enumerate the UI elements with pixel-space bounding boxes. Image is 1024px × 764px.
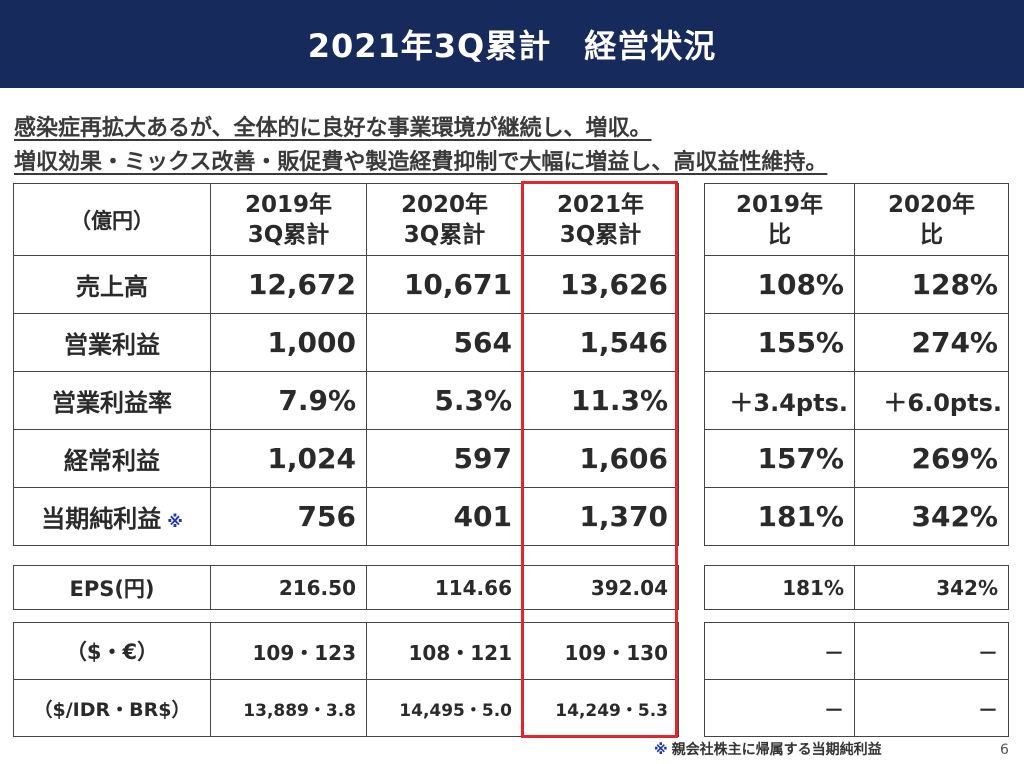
- row-label: 営業利益率: [13, 371, 211, 430]
- comparison-table: 2019年比 2020年比 108% 128% 155% 274% ＋3.4pt…: [704, 183, 1009, 546]
- value-2021: 109・130: [522, 622, 679, 680]
- ratio-vs-2020: 128%: [854, 255, 1009, 314]
- table-row: 営業利益率 7.9% 5.3% 11.3%: [13, 371, 679, 430]
- ratio-vs-2020: 269%: [854, 429, 1009, 488]
- table-row: （$/IDR・BR$） 13,889・3.8 14,495・5.0 14,249…: [13, 679, 679, 737]
- row-label: 当期純利益 ※: [13, 487, 211, 546]
- slide-title: 2021年3Q累計 経営状況: [0, 0, 1024, 88]
- value-2020: 10,671: [366, 255, 523, 314]
- ratio-vs-2020: －: [854, 622, 1009, 680]
- table-row: － －: [704, 622, 1009, 680]
- unit-label: （億円）: [13, 183, 211, 256]
- results-table: （億円） 2019年 3Q累計 2020年 3Q累計 2021年 3Q累計 売上高 1…: [13, 183, 679, 546]
- row-label: 売上高: [13, 255, 211, 314]
- row-label: 営業利益: [13, 313, 211, 372]
- table-row: ＋3.4pts. ＋6.0pts.: [704, 371, 1009, 430]
- value-2020: 564: [366, 313, 523, 372]
- value-2020: 597: [366, 429, 523, 488]
- value-2020: 14,495・5.0: [366, 679, 523, 737]
- note-mark: ※: [167, 512, 183, 531]
- table-row: 経常利益 1,024 597 1,606: [13, 429, 679, 488]
- header-2019: 2019年 3Q累計: [210, 183, 367, 256]
- table-row: 当期純利益 ※ 756 401 1,370: [13, 487, 679, 546]
- header-vs-2020: 2020年比: [854, 183, 1009, 256]
- row-label: （$/IDR・BR$）: [13, 679, 211, 737]
- ratio-vs-2019: －: [704, 622, 855, 680]
- value-2021: 13,626: [522, 255, 679, 314]
- ratio-vs-2020: 342%: [854, 565, 1009, 610]
- value-2020: 401: [366, 487, 523, 546]
- headline-2: 増収効果・ミックス改善・販促費や製造経費抑制で大幅に増益し、高収益性維持。: [14, 150, 828, 175]
- table-row: － －: [704, 679, 1009, 737]
- ratio-vs-2019: 155%: [704, 313, 855, 372]
- value-2021: 1,606: [522, 429, 679, 488]
- value-2019: 12,672: [210, 255, 367, 314]
- value-2021: 392.04: [522, 565, 679, 610]
- value-2019: 109・123: [210, 622, 367, 680]
- table-row: 営業利益 1,000 564 1,546: [13, 313, 679, 372]
- value-2019: 216.50: [210, 565, 367, 610]
- eps-comparison-table: 181% 342%: [704, 565, 1009, 610]
- value-2019: 13,889・3.8: [210, 679, 367, 737]
- table-row: （$・€） 109・123 108・121 109・130: [13, 622, 679, 680]
- header-2021: 2021年 3Q累計: [522, 183, 679, 256]
- value-2021: 11.3%: [522, 371, 679, 430]
- ratio-vs-2020: 342%: [854, 487, 1009, 546]
- value-2020: 114.66: [366, 565, 523, 610]
- footnote-text: 親会社株主に帰属する当期純利益: [671, 742, 882, 758]
- ratio-vs-2019: 157%: [704, 429, 855, 488]
- table-row: 売上高 12,672 10,671 13,626: [13, 255, 679, 314]
- value-2019: 1,000: [210, 313, 367, 372]
- value-2021: 14,249・5.3: [522, 679, 679, 737]
- table-row: 155% 274%: [704, 313, 1009, 372]
- ratio-vs-2019: 181%: [704, 487, 855, 546]
- row-label: （$・€）: [13, 622, 211, 680]
- header-vs-2019: 2019年比: [704, 183, 855, 256]
- row-label: EPS(円): [13, 565, 211, 610]
- fx-comparison-table: － － － －: [704, 622, 1009, 737]
- page-number: 6: [1000, 742, 1009, 758]
- table-row: 157% 269%: [704, 429, 1009, 488]
- value-2021: 1,370: [522, 487, 679, 546]
- ratio-vs-2020: －: [854, 679, 1009, 737]
- eps-table: EPS(円) 216.50 114.66 392.04: [13, 565, 679, 610]
- footnote-mark: ※: [654, 742, 668, 758]
- footnote: ※ 親会社株主に帰属する当期純利益: [654, 739, 882, 759]
- header-row: 2019年比 2020年比: [704, 183, 1009, 256]
- fx-table: （$・€） 109・123 108・121 109・130 （$/IDR・BR$…: [13, 622, 679, 737]
- value-2020: 108・121: [366, 622, 523, 680]
- ratio-vs-2019: 108%: [704, 255, 855, 314]
- table-row: 181% 342%: [704, 565, 1009, 610]
- ratio-vs-2019: 181%: [704, 565, 855, 610]
- value-2021: 1,546: [522, 313, 679, 372]
- table-row: 108% 128%: [704, 255, 1009, 314]
- ratio-vs-2020: 274%: [854, 313, 1009, 372]
- ratio-vs-2020: ＋6.0pts.: [854, 371, 1009, 430]
- value-2019: 1,024: [210, 429, 367, 488]
- value-2019: 7.9%: [210, 371, 367, 430]
- header-2020: 2020年 3Q累計: [366, 183, 523, 256]
- table-row: 181% 342%: [704, 487, 1009, 546]
- ratio-vs-2019: －: [704, 679, 855, 737]
- row-label: 経常利益: [13, 429, 211, 488]
- table-row: EPS(円) 216.50 114.66 392.04: [13, 565, 679, 610]
- value-2020: 5.3%: [366, 371, 523, 430]
- header-row: （億円） 2019年 3Q累計 2020年 3Q累計 2021年 3Q累計: [13, 183, 679, 256]
- ratio-vs-2019: ＋3.4pts.: [704, 371, 855, 430]
- value-2019: 756: [210, 487, 367, 546]
- headline-1: 感染症再拡大あるが、全体的に良好な事業環境が継続し、増収。: [14, 116, 652, 141]
